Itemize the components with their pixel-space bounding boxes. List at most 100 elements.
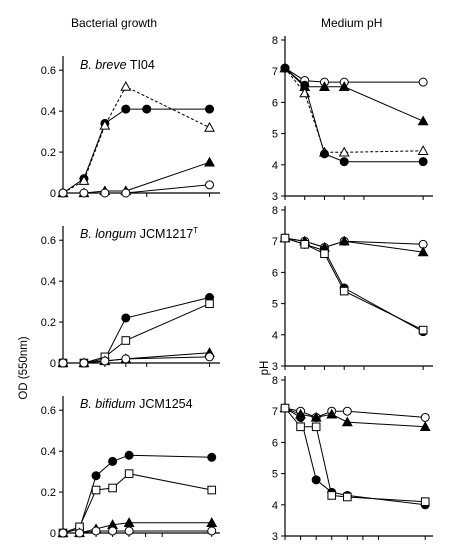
data-point-filled-triangle — [310, 411, 322, 422]
strain-name: JCM1254 — [139, 397, 193, 411]
data-point-open-circle — [79, 358, 89, 368]
data-point-filled-triangle — [419, 421, 431, 431]
species-name: B. bifidum — [80, 397, 136, 411]
svg-text:B. longum JCM1217T: B. longum JCM1217T — [80, 226, 198, 241]
panel-3: 0 0.2 0.4 0.6 — [41, 226, 220, 370]
strain-name: JCM1217 — [140, 227, 194, 241]
data-point-open-circle — [100, 188, 110, 198]
data-point-filled-circle — [319, 149, 329, 159]
data-point-open-square — [418, 325, 428, 335]
series-line-filled-circle — [63, 297, 210, 364]
data-point-open-square — [420, 497, 430, 506]
strain-superscript: T — [193, 226, 198, 235]
data-point-open-square — [108, 483, 117, 493]
panel-2: 3 4 5 6 7 8 — [272, 35, 433, 203]
series-line-open-square — [62, 473, 212, 534]
data-point-open-square — [280, 403, 290, 413]
data-point-open-square — [280, 233, 290, 243]
series-line-open-triangle — [284, 67, 424, 153]
data-point-open-circle — [108, 526, 118, 536]
y-tick-label: 6 — [272, 267, 278, 279]
data-point-open-circle — [121, 188, 131, 198]
data-point-open-square — [207, 485, 217, 495]
data-point-open-circle — [124, 526, 134, 536]
data-point-filled-circle — [108, 456, 118, 466]
data-point-filled-circle — [418, 157, 428, 167]
y-tick-label: 0.4 — [41, 276, 56, 288]
y-tick-label: 7 — [272, 66, 278, 78]
data-point-filled-triangle — [319, 81, 330, 91]
series-line-filled-triangle — [284, 407, 426, 428]
panel-6: 3 4 5 6 7 8 — [272, 375, 433, 543]
y-tick-label: 6 — [272, 97, 278, 109]
strain-name: TI04 — [130, 58, 155, 72]
panel-4: 3 4 5 6 7 8 — [272, 205, 433, 373]
data-point-filled-triangle — [338, 235, 350, 246]
series-line-open-square — [284, 237, 424, 331]
y-tick-label: 8 — [272, 375, 278, 387]
data-point-open-square — [296, 422, 305, 432]
y-tick-label: 0 — [50, 358, 56, 370]
data-point-open-circle — [205, 180, 215, 190]
data-point-open-triangle — [99, 119, 111, 130]
data-point-open-square — [300, 240, 310, 249]
data-point-open-circle — [100, 356, 110, 366]
panel-1: 0 0.2 0.4 0.6 — [41, 56, 220, 200]
data-point-filled-circle — [280, 63, 290, 73]
y-tick-label: 7 — [272, 236, 278, 248]
y-tick-label: 4 — [272, 500, 278, 512]
data-point-open-square — [311, 422, 321, 432]
panel-title-longum: B. longum JCM1217T — [80, 226, 198, 241]
plots: 00.20.40.634567800.20.40.634567800.20.40… — [41, 35, 433, 543]
data-point-open-triangle — [120, 80, 132, 91]
data-point-filled-triangle — [206, 517, 218, 527]
data-point-open-circle — [58, 188, 68, 198]
data-point-open-square — [343, 492, 352, 502]
panel-title-bifidum: B. bifidum JCM1254 — [80, 397, 193, 411]
panel-5: 0 0.2 0.4 0.6 — [41, 396, 220, 540]
y-tick-label: 4 — [272, 160, 278, 172]
ph-axis-label: pH — [259, 361, 271, 376]
y-tick-label: 0.2 — [41, 147, 56, 159]
data-point-open-circle — [207, 526, 217, 536]
data-point-open-square — [91, 485, 101, 495]
od-axis-label: OD (550nm) — [18, 336, 30, 399]
series-line-filled-circle — [62, 454, 212, 534]
y-tick-label: 5 — [272, 299, 278, 311]
column-heading-ph: Medium pH — [321, 16, 382, 30]
data-point-filled-triangle — [338, 81, 350, 91]
data-point-open-circle — [420, 412, 430, 422]
y-tick-label: 0.4 — [41, 446, 56, 458]
data-point-open-square — [339, 286, 349, 296]
panel-title-breve: B. breve TI04 — [80, 58, 155, 72]
data-point-open-circle — [75, 528, 85, 538]
data-point-open-circle — [79, 188, 89, 198]
y-tick-label: 0.2 — [41, 317, 56, 329]
species-name: B. breve — [80, 58, 127, 72]
data-point-open-square — [121, 336, 131, 345]
y-tick-label: 7 — [272, 406, 278, 418]
species-name: B. longum — [80, 227, 136, 241]
data-point-open-square — [124, 469, 134, 478]
y-tick-label: 3 — [272, 531, 278, 543]
data-point-open-triangle — [338, 146, 350, 157]
data-point-filled-triangle — [417, 115, 429, 126]
data-point-filled-circle — [296, 412, 306, 422]
data-point-open-circle — [58, 358, 68, 368]
y-tick-label: 0.4 — [41, 106, 56, 118]
column-heading-growth: Bacterial growth — [71, 16, 157, 30]
y-tick-label: 5 — [272, 469, 278, 481]
y-tick-label: 0.6 — [41, 65, 56, 77]
data-point-filled-circle — [339, 157, 349, 167]
data-point-filled-triangle — [123, 517, 135, 527]
y-tick-label: 0.6 — [41, 405, 56, 417]
data-point-filled-circle — [207, 452, 217, 462]
data-point-filled-circle — [311, 475, 321, 485]
data-point-open-square — [320, 249, 329, 258]
y-tick-label: 4 — [272, 330, 278, 342]
y-tick-label: 8 — [272, 35, 278, 47]
data-point-filled-circle — [121, 104, 131, 114]
series-line-filled-circle — [284, 237, 424, 333]
y-tick-label: 0 — [50, 528, 56, 540]
data-point-open-triangle — [417, 145, 429, 155]
